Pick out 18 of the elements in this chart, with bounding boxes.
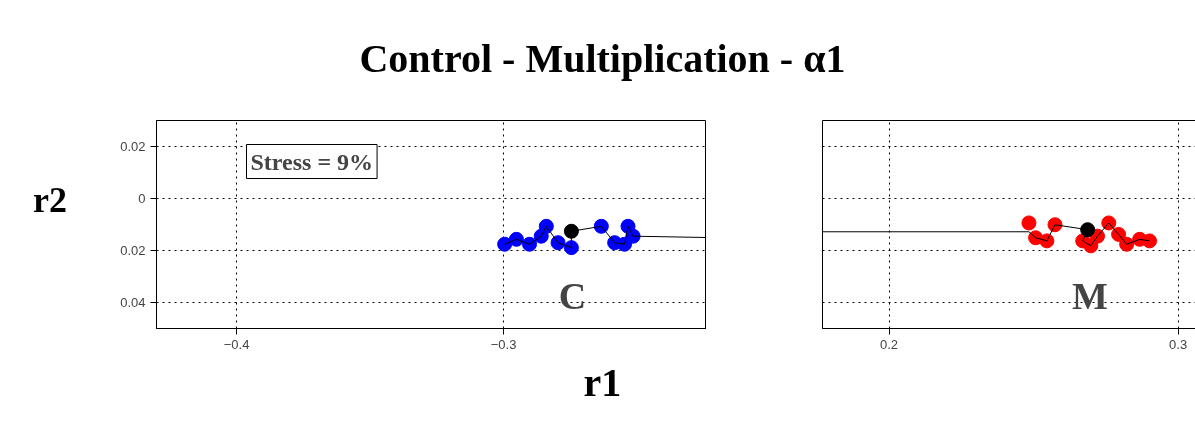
y-tick-label: 0 [138,191,146,206]
point [563,223,579,239]
point [1080,222,1096,238]
x-axis-title: r1 [583,359,622,407]
y-tick-label: 0.02 [120,243,146,258]
x-tick-label: −0.4 [223,336,250,352]
y-tick-label: 0.04 [120,295,146,310]
y-axis-title: r2 [33,179,67,222]
x-tick-label: 0.3 [1169,336,1188,352]
annotation: M [1072,274,1108,317]
point [1021,215,1037,231]
x-tick-label: 0.2 [879,336,899,352]
point [1142,233,1158,249]
annotation: C [558,274,587,317]
annotation: Stress = 9% [250,148,374,175]
chart-title: Control - Multiplication - α1 [359,35,846,83]
y-tick-label: 0.02 [120,139,146,154]
x-tick-label: −0.3 [490,336,517,352]
